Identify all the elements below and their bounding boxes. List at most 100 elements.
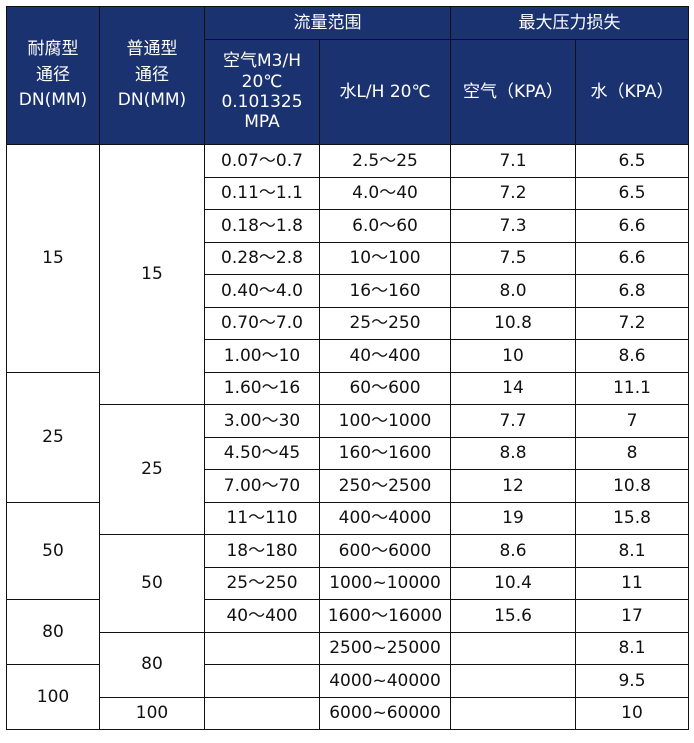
water-flow-cell: 1600～16000 — [319, 599, 451, 633]
water-loss-cell: 8.1 — [575, 631, 689, 665]
water-flow-cell: 16～160 — [319, 274, 451, 308]
table-row: 50 11～110 400～4000 19 15.8 — [6, 501, 689, 600]
header-line: 通径 — [36, 64, 70, 85]
water-flow-cell: 2500~25000 — [319, 631, 451, 665]
table-row: 0.11～1.1 4.0～40 7.2 6.5 — [7, 176, 689, 210]
header-line: 空气M3/H — [223, 51, 301, 72]
water-flow-cell: 600～6000 — [319, 534, 451, 568]
air-flow-cell: 18～180 — [204, 534, 320, 568]
air-loss-cell — [450, 696, 576, 730]
water-loss-cell: 9.5 — [575, 664, 689, 698]
air-flow-cell: 3.00～30 — [204, 404, 320, 438]
water-flow-cell: 10～100 — [319, 241, 451, 275]
table-row: 0.18～1.8 6.0～60 7.3 6.6 — [7, 209, 689, 243]
corrosion-dn-cell: 100 — [6, 664, 100, 730]
corrosion-dn-cell: 25 — [6, 371, 100, 503]
air-flow-cell: 0.07～0.7 — [204, 144, 320, 178]
air-loss-cell: 7.3 — [450, 209, 576, 243]
air-flow-cell: 4.50～45 — [204, 436, 320, 470]
air-flow-cell: 0.40～4.0 — [204, 274, 320, 308]
air-flow-cell: 0.28～2.8 — [204, 241, 320, 275]
air-loss-cell: 10.4 — [450, 566, 576, 600]
water-loss-cell: 11 — [575, 566, 689, 600]
water-flow-cell: 250～2500 — [319, 469, 451, 503]
table-row: 0.40～4.0 16～160 8.0 6.8 — [7, 274, 689, 308]
water-loss-cell: 7.2 — [575, 306, 689, 340]
normal-dn-cell: 50 — [99, 534, 205, 633]
water-flow-cell: 4.0～40 — [319, 176, 451, 210]
table-row: 50 18～180 600～6000 8.6 8.1 — [7, 534, 689, 633]
water-loss-cell: 6.6 — [575, 241, 689, 275]
water-flow-cell: 400～4000 — [319, 501, 451, 535]
air-flow-cell: 11～110 — [204, 501, 320, 535]
air-flow-cell: 1.60～16 — [204, 371, 320, 405]
water-flow-cell: 6.0～60 — [319, 209, 451, 243]
water-flow-cell: 60～600 — [319, 371, 451, 405]
table-row: 80 2500~25000 8.1 — [7, 631, 689, 698]
water-loss-cell: 6.6 — [575, 209, 689, 243]
water-flow-cell: 160～1600 — [319, 436, 451, 470]
water-loss-cell: 8.1 — [575, 534, 689, 568]
air-loss-cell: 8.6 — [450, 534, 576, 568]
corrosion-dn-cell: 15 — [6, 144, 100, 373]
water-loss-cell: 8 — [575, 436, 689, 470]
normal-dn-cell: 25 — [99, 404, 205, 535]
air-loss-cell: 8.8 — [450, 436, 576, 470]
air-loss-cell: 7.1 — [450, 144, 576, 178]
air-flow-cell: 7.00～70 — [204, 469, 320, 503]
water-loss-cell: 8.6 — [575, 339, 689, 373]
air-loss-cell: 7.7 — [450, 404, 576, 438]
air-loss-cell: 7.2 — [450, 176, 576, 210]
table-row: 1.00～10 40～400 10 8.6 — [7, 339, 689, 373]
air-flow-cell: 25～250 — [204, 566, 320, 600]
header-line: DN(MM) — [117, 90, 187, 111]
water-loss-cell: 6.5 — [575, 144, 689, 178]
water-loss-cell: 15.8 — [575, 501, 689, 535]
water-loss-cell: 7 — [575, 404, 689, 438]
table-row: 25～250 1000~10000 10.4 11 — [7, 566, 689, 600]
corrosion-dn-cell: 50 — [6, 501, 100, 600]
header-line: 普通型 — [126, 39, 178, 60]
header-line: 通径 — [135, 64, 169, 85]
header-line: 0.101325 — [221, 92, 303, 112]
water-flow-cell: 6000~60000 — [319, 696, 451, 730]
air-loss-cell: 14 — [450, 371, 576, 405]
flowmeter-spec-table: 耐腐型 通径 DN(MM) 普通型 通径 DN(MM) 流量范围 最大压力损失 … — [6, 6, 689, 730]
header-line: 20℃ — [241, 71, 283, 92]
air-loss-cell — [450, 631, 576, 665]
header-air-flow: 空气M3/H 20℃ 0.101325 MPA — [204, 39, 320, 145]
air-loss-cell: 8.0 — [450, 274, 576, 308]
air-flow-cell — [204, 631, 320, 665]
header-flow-range: 流量范围 — [204, 6, 451, 40]
air-loss-cell: 10 — [450, 339, 576, 373]
water-loss-cell: 6.5 — [575, 176, 689, 210]
table-row: 0.70～7.0 25～250 10.8 7.2 — [7, 306, 689, 340]
water-flow-cell: 100～1000 — [319, 404, 451, 438]
water-loss-cell: 6.8 — [575, 274, 689, 308]
header-normal-dn: 普通型 通径 DN(MM) — [99, 6, 205, 145]
normal-dn-cell: 80 — [99, 631, 205, 698]
air-flow-cell — [204, 664, 320, 698]
header-air-loss: 空气（KPA） — [450, 39, 576, 145]
normal-dn-cell: 15 — [99, 144, 205, 405]
table-row: 25 3.00～30 100～1000 7.7 7 — [7, 404, 689, 535]
header-corrosion-dn: 耐腐型 通径 DN(MM) — [6, 6, 100, 145]
air-flow-cell: 0.18～1.8 — [204, 209, 320, 243]
air-loss-cell: 15.6 — [450, 599, 576, 633]
header-water-flow: 水L/H 20℃ — [319, 39, 451, 145]
water-flow-cell: 40～400 — [319, 339, 451, 373]
table-row: 25 1.60～16 60～600 14 11.1 — [6, 371, 689, 503]
header-line: MPA — [244, 112, 280, 133]
air-loss-cell: 7.5 — [450, 241, 576, 275]
water-flow-cell: 2.5～25 — [319, 144, 451, 178]
air-loss-cell: 12 — [450, 469, 576, 503]
table-row: 100 6000~60000 10 — [7, 696, 689, 730]
air-loss-cell: 10.8 — [450, 306, 576, 340]
header-water-loss: 水（KPA） — [575, 39, 689, 145]
table-row: 15 15 0.07～0.7 2.5～25 7.1 6.5 — [6, 144, 689, 405]
header-line: DN(MM) — [18, 90, 88, 111]
air-flow-cell — [204, 696, 320, 730]
air-loss-cell: 19 — [450, 501, 576, 535]
water-loss-cell: 11.1 — [575, 371, 689, 405]
air-flow-cell: 1.00～10 — [204, 339, 320, 373]
